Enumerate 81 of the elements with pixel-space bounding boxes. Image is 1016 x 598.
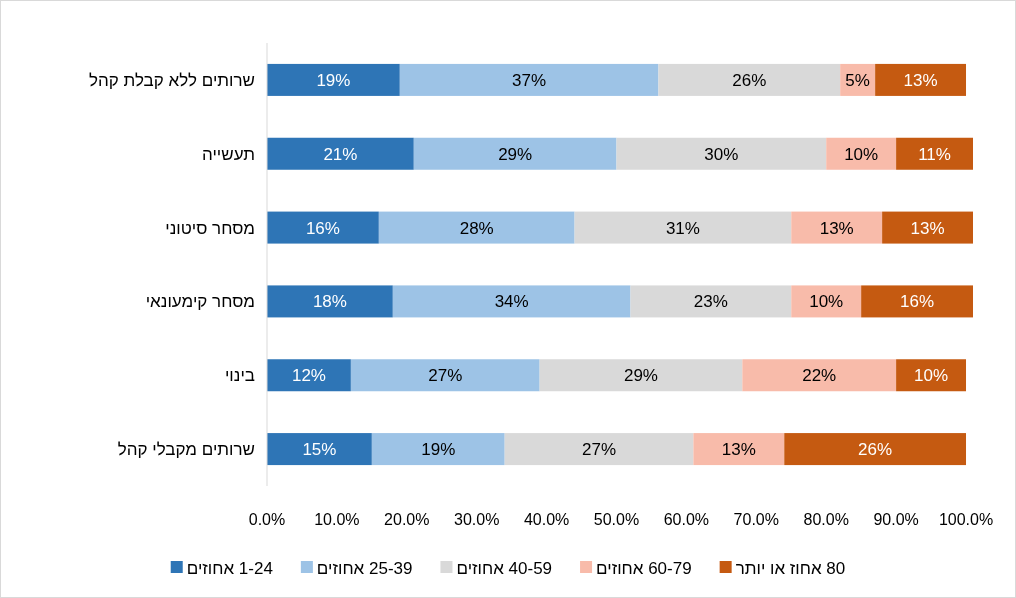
x-tick-label: 0.0%: [248, 511, 286, 528]
y-tick-label: מסחר קימעונאי: [145, 292, 255, 312]
bar: [504, 433, 694, 466]
y-tick-label: תעשייה: [202, 144, 255, 164]
bar: [742, 359, 897, 392]
data-label: 16%: [305, 218, 340, 238]
bar: [399, 63, 659, 96]
bar: [630, 285, 792, 318]
bar: [392, 285, 631, 318]
data-label: 37%: [512, 70, 547, 90]
bar: [791, 285, 862, 318]
bar: [658, 63, 841, 96]
x-tick-label: 100.0%: [938, 511, 994, 528]
x-tick-label: 50.0%: [593, 511, 640, 528]
bar: [896, 359, 967, 392]
x-tick-label: 40.0%: [523, 511, 570, 528]
data-label: 12%: [291, 366, 326, 386]
y-tick-label: שרותים מקבלי קהל: [117, 440, 255, 460]
bar: [378, 211, 575, 244]
data-label: 10%: [914, 366, 949, 386]
bar: [267, 359, 351, 392]
legend-label: 80 אחוז או יותר: [735, 559, 846, 578]
bar: [896, 137, 973, 170]
bar: [267, 285, 393, 318]
bar: [784, 433, 967, 466]
bar: [875, 63, 967, 96]
data-label: 11%: [918, 144, 951, 164]
data-label: 10%: [809, 292, 844, 312]
bar: [267, 211, 379, 244]
bar: [267, 433, 372, 466]
data-label: 27%: [428, 366, 463, 386]
data-label: 13%: [819, 218, 854, 238]
data-label: 34%: [494, 292, 529, 312]
data-label: 10%: [844, 144, 879, 164]
data-label: 18%: [312, 292, 347, 312]
data-label: 23%: [693, 292, 728, 312]
bar: [350, 359, 540, 392]
y-tick-label: שרותים ללא קבלת קהל: [88, 70, 255, 90]
data-label: 21%: [323, 144, 358, 164]
data-label: 13%: [910, 218, 945, 238]
bar: [791, 211, 883, 244]
bar: [693, 433, 785, 466]
data-label: 15%: [302, 440, 337, 460]
data-label: 26%: [858, 440, 893, 460]
bar: [882, 211, 973, 244]
legend-label: 1-24 אחוזים: [186, 559, 273, 578]
y-tick-label: בינוי: [224, 366, 255, 386]
bar: [574, 211, 792, 244]
data-label: 5%: [845, 70, 870, 90]
data-label: 27%: [582, 440, 617, 460]
data-label: 30%: [704, 144, 739, 164]
y-tick-label: מסחר סיטוני: [165, 218, 255, 238]
bar: [861, 285, 973, 318]
x-tick-label: 10.0%: [314, 511, 360, 528]
data-label: 28%: [459, 218, 494, 238]
data-label: 26%: [732, 70, 767, 90]
bar: [616, 137, 827, 170]
data-label: 29%: [498, 144, 533, 164]
data-label: 13%: [903, 70, 938, 90]
bar: [826, 137, 897, 170]
x-tick-label: 60.0%: [663, 511, 710, 528]
bar: [267, 63, 400, 96]
x-tick-label: 20.0%: [384, 511, 430, 528]
data-label: 29%: [623, 366, 658, 386]
x-tick-label: 70.0%: [733, 511, 779, 528]
data-label: 13%: [721, 440, 756, 460]
x-tick-label: 90.0%: [873, 511, 919, 528]
x-tick-label: 30.0%: [454, 511, 500, 528]
x-tick-label: 80.0%: [803, 511, 849, 528]
bar: [371, 433, 505, 466]
bar: [539, 359, 743, 392]
data-label: 16%: [900, 292, 935, 312]
legend-label: 60-79 אחוזים: [596, 559, 692, 578]
data-label: 31%: [665, 218, 700, 238]
bar: [413, 137, 617, 170]
bar: [267, 137, 414, 170]
legend-label: 40-59 אחוזים: [456, 559, 553, 578]
data-label: 22%: [802, 366, 837, 386]
legend-label: 25-39 אחוזים: [316, 559, 413, 578]
data-label: 19%: [316, 70, 351, 90]
data-label: 19%: [421, 440, 456, 460]
